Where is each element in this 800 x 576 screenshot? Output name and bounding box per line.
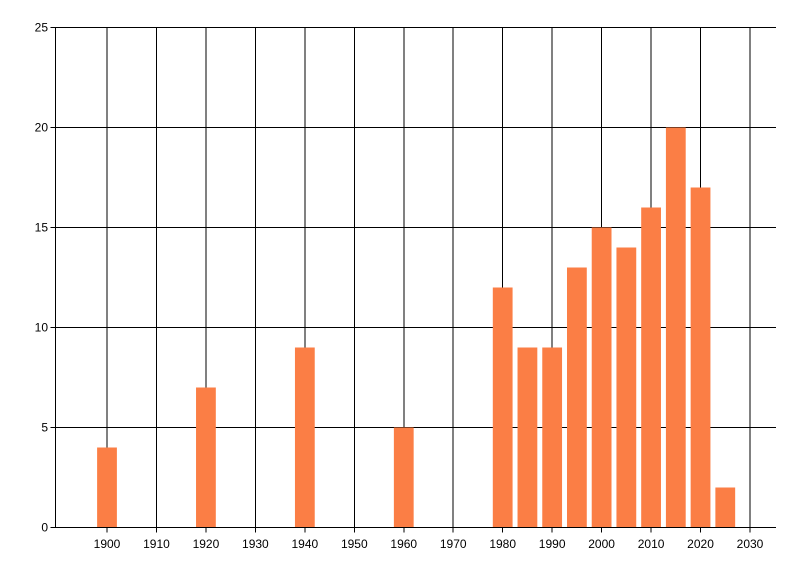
- bar-1995: [566, 267, 587, 528]
- bar-2025: [715, 487, 736, 528]
- y-axis-tick-label: 0: [41, 521, 48, 535]
- bar-2015: [665, 127, 686, 528]
- x-axis-tick-label: 2020: [687, 537, 714, 551]
- bar-2000: [591, 227, 612, 528]
- x-axis-tick-label: 2030: [737, 537, 764, 551]
- y-axis-tick-label: 10: [35, 321, 49, 335]
- x-axis-tick-label: 1940: [291, 537, 318, 551]
- x-axis-tick-label: 1990: [539, 537, 566, 551]
- y-axis-tick-label: 5: [41, 421, 48, 435]
- x-axis-tick-label: 1950: [341, 537, 368, 551]
- x-axis-tick-label: 1910: [143, 537, 170, 551]
- bar-2010: [641, 207, 661, 528]
- x-axis-tick-label: 1970: [440, 537, 467, 551]
- x-axis-tick-label: 1900: [94, 537, 121, 551]
- bar-1920: [196, 387, 216, 528]
- bar-1985: [517, 347, 538, 528]
- bar-1900: [97, 447, 117, 528]
- x-axis-tick-label: 1980: [489, 537, 516, 551]
- bar-1990: [542, 347, 563, 528]
- bar-1980: [492, 287, 513, 528]
- bar-2005: [616, 247, 637, 528]
- y-axis-tick-label: 25: [35, 21, 49, 35]
- y-axis-tick-label: 15: [35, 221, 49, 235]
- x-axis-tick-label: 1960: [390, 537, 417, 551]
- bar-1940: [294, 347, 315, 528]
- x-axis-tick-label: 2000: [588, 537, 615, 551]
- bar-2020: [690, 187, 711, 528]
- y-axis-tick-label: 20: [35, 121, 49, 135]
- bar-1960: [393, 427, 414, 528]
- x-axis-tick-label: 1920: [193, 537, 220, 551]
- x-axis-tick-label: 1930: [242, 537, 269, 551]
- x-axis-tick-label: 2010: [638, 537, 665, 551]
